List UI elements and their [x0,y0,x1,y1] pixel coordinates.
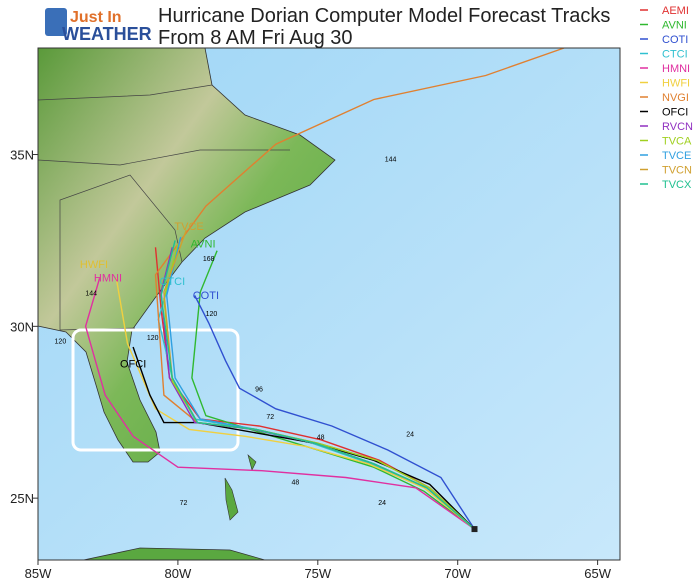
map-annotation: HMNI [94,273,122,285]
x-tick-label: 75W [304,566,331,581]
map-frame [37,47,621,561]
y-tick-label: 30N [10,319,34,334]
x-tick-label: 70W [444,566,471,581]
focus-box [71,328,240,452]
map-annotation: 48 [317,435,325,442]
legend-label: AEMI [662,5,689,17]
title: Hurricane Dorian Computer Model Forecast… [158,5,610,27]
legend-label: TVCA [662,136,692,148]
y-tick-label: 25N [10,491,34,506]
map-annotation: 24 [406,431,414,438]
bahamas [224,454,257,521]
track-line [194,295,476,530]
y-tick-label: 35N [10,148,34,163]
legend-label: TVCE [662,150,691,162]
track-line [160,240,475,530]
track-line [191,250,475,530]
legend-label: AVNI [662,20,687,32]
x-tick-label: 65W [584,566,611,581]
legend-label: HWFI [662,78,690,90]
map-annotation: AVNI [191,238,216,250]
header-band [0,0,700,48]
map-annotation: 96 [255,387,263,394]
map-annotation: 144 [385,156,397,163]
legend-label: TVCX [662,179,692,191]
legend-label: OFCI [662,107,688,119]
logo-text: Just In [70,9,122,26]
map-annotation: 72 [180,500,188,507]
legend-band [620,48,700,582]
map-annotation: TVCE [174,221,203,233]
legend-label: RVCN [662,121,693,133]
subtitle: From 8 AM Fri Aug 30 [158,27,353,49]
storm-position [471,526,478,533]
logo-icon [45,8,67,36]
axis-band [0,560,700,582]
map-annotation: 120 [55,339,67,346]
map-annotation: 168 [203,256,215,263]
map-annotation: 24 [378,500,386,507]
legend-label: NVGI [662,92,689,104]
legend-label: COTI [662,34,688,46]
map-annotation: 120 [206,311,218,318]
axis-band [0,48,38,582]
map-annotation: 48 [292,479,300,486]
land [37,47,336,463]
map-annotation: OFCI [120,359,146,371]
map-annotation: 144 [85,290,97,297]
track-line [84,278,475,530]
logo-text: WEATHER [62,24,152,44]
legend-label: HMNI [662,63,690,75]
map-annotation: COTI [193,290,219,302]
map-annotation: 120 [147,335,159,342]
map-annotation: CTCI [159,276,185,288]
track-line [115,278,475,530]
map-annotation: HWFI [80,259,108,271]
track-line [132,346,475,530]
map-annotation: 72 [266,414,274,421]
legend-label: CTCI [662,49,688,61]
legend-label: TVCN [662,165,692,177]
x-tick-label: 80W [165,566,192,581]
x-tick-label: 85W [25,566,52,581]
